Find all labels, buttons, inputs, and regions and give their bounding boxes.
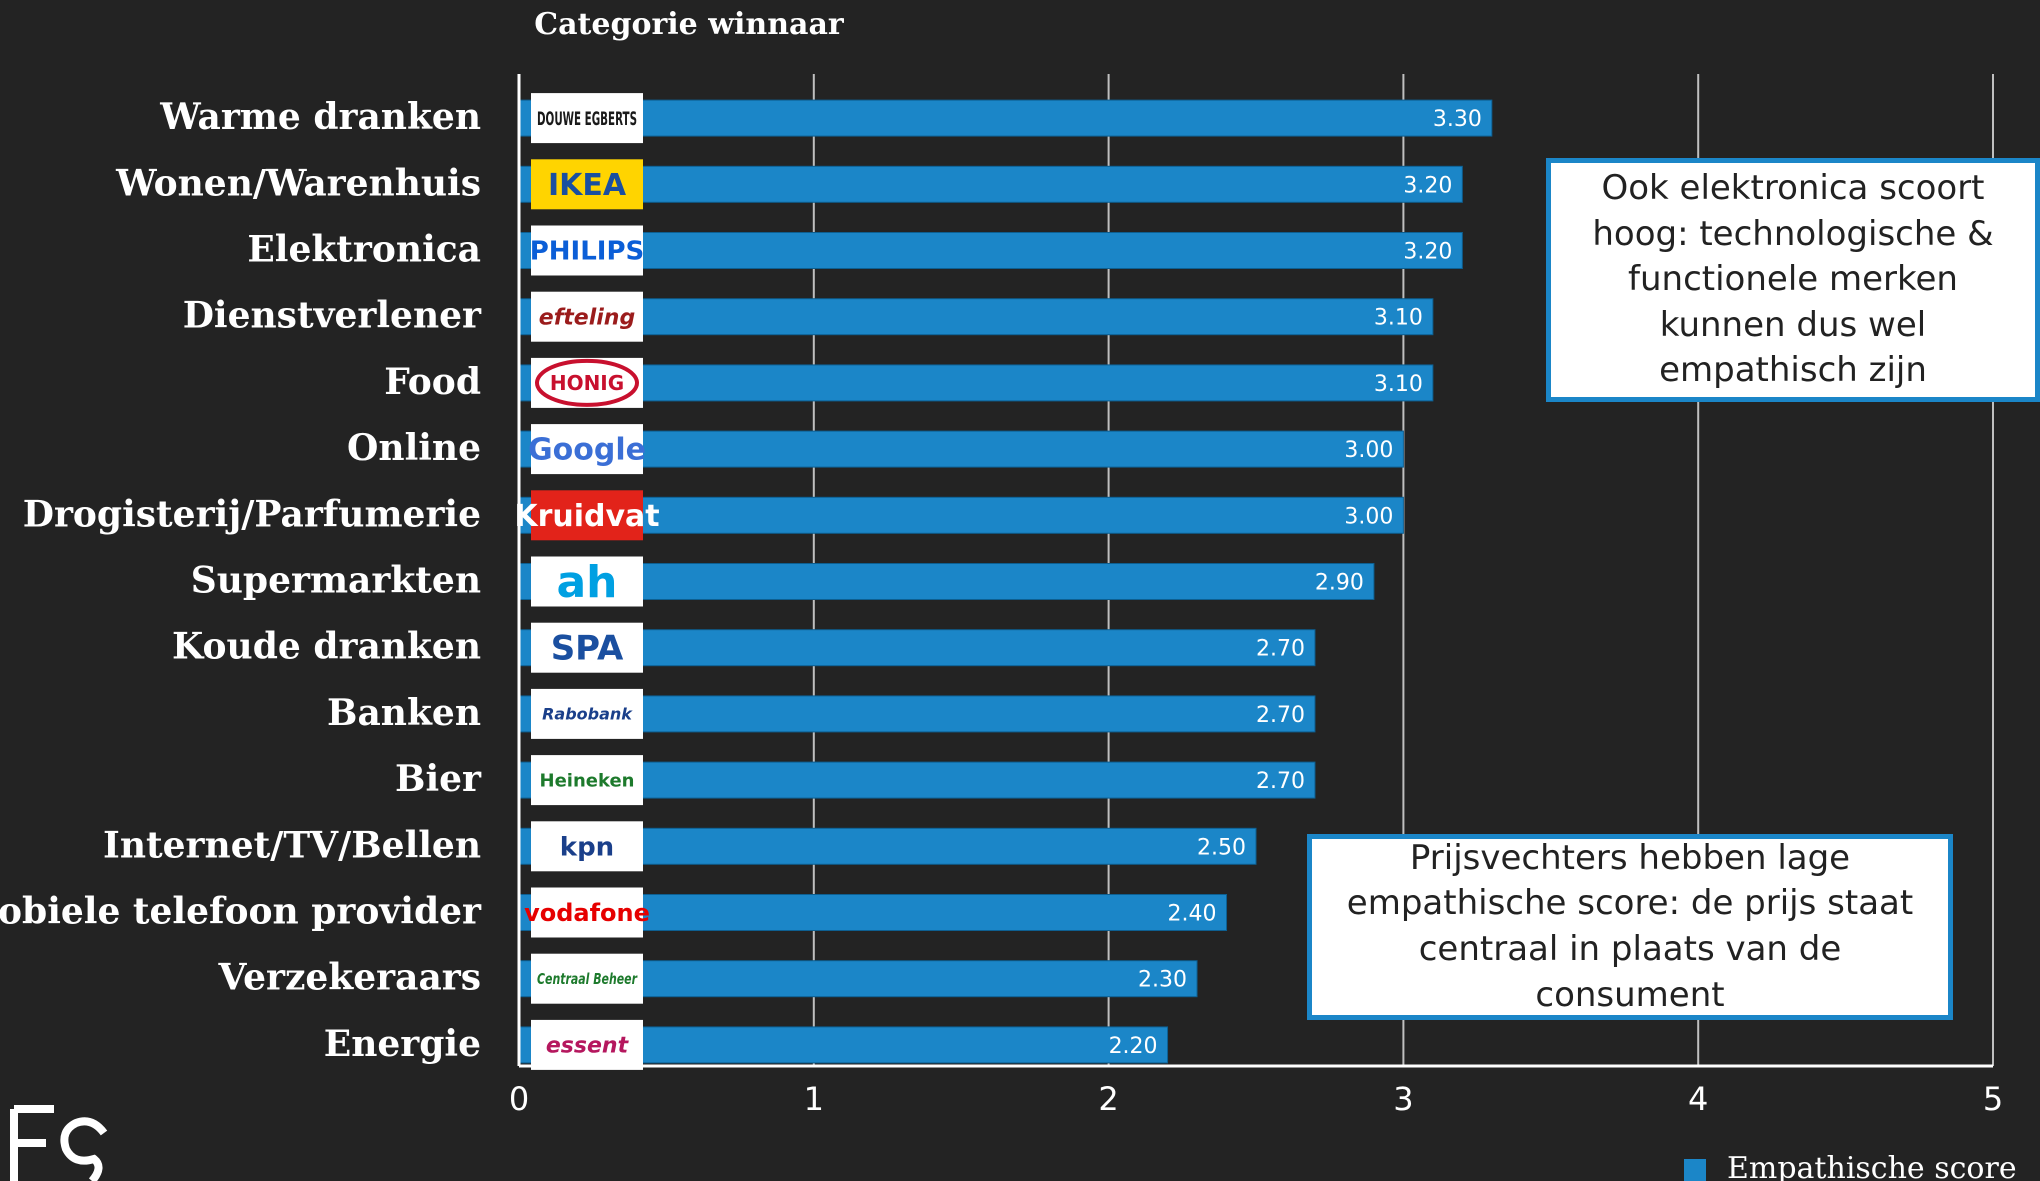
winner-logo-tile	[531, 887, 643, 938]
logo-ring-icon	[535, 358, 639, 407]
category-label: Banken	[327, 692, 481, 734]
winner-logo-tile	[531, 821, 643, 872]
x-tick-label: 3	[1393, 1080, 1413, 1118]
winner-logo-text: IKEA	[548, 168, 627, 203]
category-label: Warme dranken	[159, 96, 481, 138]
data-label: 3.10	[1374, 372, 1423, 397]
winner-logo-tile	[531, 953, 643, 1004]
category-label: Bier	[395, 758, 482, 800]
data-label: 3.20	[1403, 240, 1452, 265]
callout-electronics: Ook elektronica scoort hoog: technologis…	[1546, 158, 2040, 402]
legend-swatch	[1684, 1159, 1706, 1181]
winner-logo-text: kpn	[560, 832, 614, 862]
winner-logo-tile	[531, 1019, 643, 1070]
x-tick-label: 0	[509, 1080, 529, 1118]
category-label: Mobiele telefoon provider	[0, 891, 482, 933]
category-label: Online	[347, 427, 481, 469]
bar	[518, 629, 1316, 667]
legend-label: Empathische score	[1727, 1151, 2017, 1181]
x-tick-label: 4	[1688, 1080, 1708, 1118]
winner-logo-tile	[531, 755, 643, 806]
category-label: Supermarkten	[191, 560, 481, 602]
data-label: 2.30	[1138, 968, 1187, 993]
winner-logo-text: PHILIPS	[530, 237, 645, 267]
column-header: Categorie winnaar	[534, 7, 845, 42]
bar	[518, 165, 1463, 203]
winner-logo-tile	[531, 159, 643, 210]
category-label: Wonen/Warenhuis	[115, 162, 481, 204]
winner-logo-tile	[531, 556, 643, 607]
bar	[518, 364, 1434, 402]
data-label: 2.40	[1168, 902, 1217, 927]
data-label: 3.30	[1433, 107, 1482, 132]
winner-logo-text: essent	[546, 1034, 630, 1059]
category-label: Energie	[324, 1023, 481, 1065]
winner-logo-text: vodafone	[524, 899, 650, 927]
category-label: Internet/TV/Bellen	[103, 824, 481, 866]
bar	[518, 496, 1404, 534]
x-tick-label: 2	[1098, 1080, 1118, 1118]
data-label: 2.20	[1109, 1034, 1158, 1059]
category-label: Verzekeraars	[217, 957, 481, 999]
data-label: 3.20	[1403, 173, 1452, 198]
bar	[518, 232, 1463, 269]
brand-logo-icon	[10, 1105, 108, 1181]
data-label: 2.70	[1256, 769, 1305, 794]
winner-logo-text: ah	[556, 557, 617, 608]
winner-logo-text: Google	[528, 433, 646, 468]
data-label: 2.70	[1256, 703, 1305, 728]
category-label: Dienstverlener	[183, 295, 482, 337]
callout-price-fighters: Prijsvechters hebben lage empathische sc…	[1307, 834, 1953, 1020]
data-label: 3.10	[1374, 306, 1423, 331]
winner-logo-tile	[531, 93, 643, 144]
winner-logo-tile	[531, 225, 643, 276]
data-label: 3.00	[1344, 438, 1393, 463]
winner-logo-text: SPA	[551, 629, 624, 669]
category-label: Food	[384, 361, 481, 403]
data-label: 2.90	[1315, 571, 1364, 596]
winner-logo-tile	[531, 622, 643, 673]
bar	[518, 430, 1404, 468]
category-label: Koude dranken	[172, 626, 481, 668]
winner-logo-text: Rabobank	[542, 705, 633, 724]
bar	[518, 761, 1316, 799]
category-label: Drogisterij/Parfumerie	[23, 493, 481, 535]
winner-logo-text: Centraal Beheer	[537, 970, 638, 988]
winner-logo-text: DOUWE EGBERTS	[537, 108, 637, 130]
winner-logo-text: Kruidvat	[514, 499, 659, 534]
winner-logo-text: Heineken	[540, 770, 635, 791]
bar	[518, 99, 1493, 137]
bar	[518, 695, 1316, 733]
x-tick-label: 5	[1983, 1080, 2003, 1118]
data-label: 2.70	[1256, 637, 1305, 662]
data-label: 2.50	[1197, 835, 1246, 860]
winner-logo-text: efteling	[539, 305, 635, 330]
bar	[518, 298, 1434, 336]
category-label: Elektronica	[247, 229, 481, 271]
winner-logo-tile	[531, 490, 643, 541]
winner-logo-tile	[531, 291, 643, 342]
bar	[518, 563, 1375, 600]
x-tick-label: 1	[804, 1080, 824, 1118]
data-label: 3.00	[1344, 504, 1393, 529]
winner-logo-tile	[531, 424, 643, 475]
winner-logo-tile	[531, 688, 643, 739]
winner-logo-text: HONIG	[550, 371, 624, 395]
